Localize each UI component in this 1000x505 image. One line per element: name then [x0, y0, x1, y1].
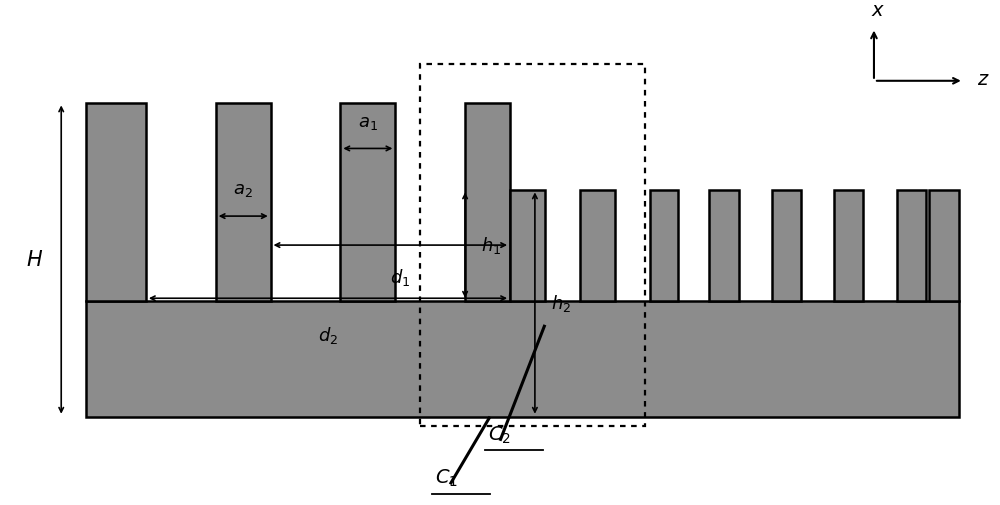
- Text: $a_1$: $a_1$: [358, 114, 378, 131]
- Text: $d_2$: $d_2$: [318, 325, 338, 346]
- Text: $C_1$: $C_1$: [435, 468, 458, 489]
- Bar: [709, 189, 739, 300]
- Bar: [772, 189, 801, 300]
- Bar: [420, 64, 645, 426]
- Bar: [650, 189, 678, 300]
- Bar: [216, 103, 271, 300]
- Bar: [580, 189, 615, 300]
- Bar: [897, 189, 926, 300]
- Bar: [834, 189, 863, 300]
- Bar: [86, 300, 959, 417]
- Bar: [510, 189, 545, 300]
- Bar: [465, 103, 510, 300]
- Bar: [86, 103, 146, 300]
- Text: x: x: [871, 2, 883, 20]
- Text: $h_2$: $h_2$: [551, 292, 571, 314]
- Text: $d_1$: $d_1$: [390, 267, 410, 288]
- Bar: [929, 189, 959, 300]
- Text: $h_1$: $h_1$: [481, 235, 501, 256]
- Text: z: z: [977, 70, 987, 89]
- Text: $a_2$: $a_2$: [233, 181, 253, 199]
- Text: $H$: $H$: [26, 249, 43, 270]
- Bar: [340, 103, 395, 300]
- Text: $C_2$: $C_2$: [488, 424, 511, 445]
